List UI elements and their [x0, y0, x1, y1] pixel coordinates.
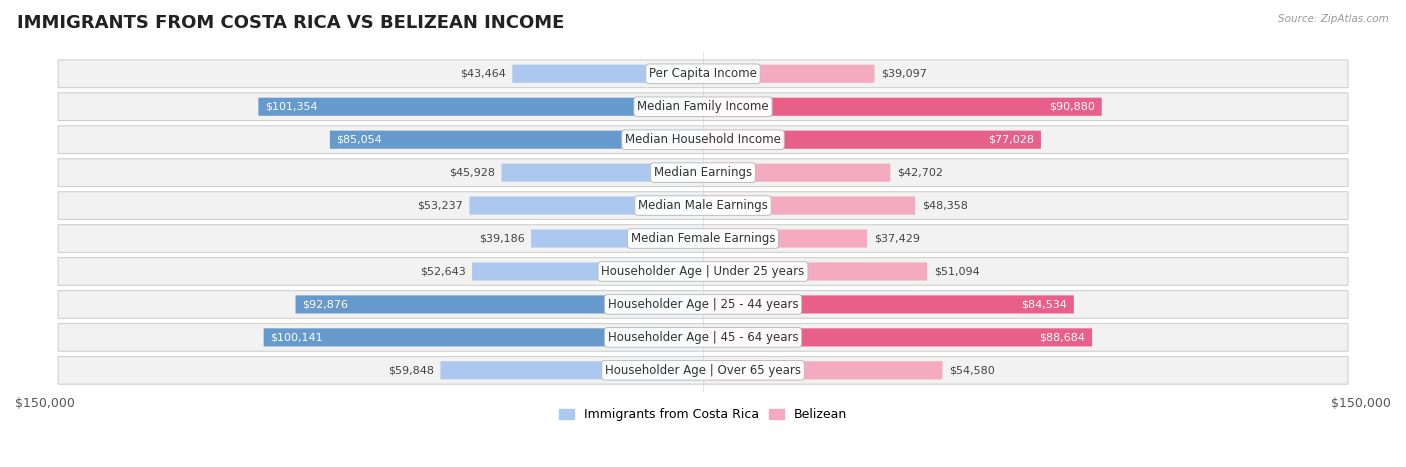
FancyBboxPatch shape [58, 225, 1348, 252]
Text: $39,097: $39,097 [882, 69, 927, 79]
FancyBboxPatch shape [512, 65, 703, 83]
Text: Median Household Income: Median Household Income [626, 133, 780, 146]
FancyBboxPatch shape [703, 163, 890, 182]
FancyBboxPatch shape [472, 262, 703, 281]
FancyBboxPatch shape [703, 295, 1074, 313]
Text: $51,094: $51,094 [934, 267, 980, 276]
FancyBboxPatch shape [703, 65, 875, 83]
Text: Median Family Income: Median Family Income [637, 100, 769, 113]
Legend: Immigrants from Costa Rica, Belizean: Immigrants from Costa Rica, Belizean [554, 403, 852, 426]
Text: $39,186: $39,186 [479, 234, 524, 243]
FancyBboxPatch shape [295, 295, 703, 313]
FancyBboxPatch shape [58, 60, 1348, 88]
Text: $37,429: $37,429 [873, 234, 920, 243]
Text: $101,354: $101,354 [264, 102, 318, 112]
Text: IMMIGRANTS FROM COSTA RICA VS BELIZEAN INCOME: IMMIGRANTS FROM COSTA RICA VS BELIZEAN I… [17, 14, 564, 32]
FancyBboxPatch shape [440, 361, 703, 379]
FancyBboxPatch shape [58, 159, 1348, 186]
Text: $42,702: $42,702 [897, 168, 943, 177]
Text: $52,643: $52,643 [420, 267, 465, 276]
Text: $85,054: $85,054 [336, 134, 382, 145]
FancyBboxPatch shape [703, 328, 1092, 347]
FancyBboxPatch shape [703, 361, 942, 379]
FancyBboxPatch shape [703, 98, 1102, 116]
Text: Median Earnings: Median Earnings [654, 166, 752, 179]
FancyBboxPatch shape [470, 197, 703, 215]
FancyBboxPatch shape [264, 328, 703, 347]
FancyBboxPatch shape [58, 93, 1348, 120]
Text: $54,580: $54,580 [949, 365, 995, 375]
Text: Per Capita Income: Per Capita Income [650, 67, 756, 80]
Text: $88,684: $88,684 [1039, 333, 1085, 342]
Text: Householder Age | Over 65 years: Householder Age | Over 65 years [605, 364, 801, 377]
Text: $92,876: $92,876 [302, 299, 349, 310]
FancyBboxPatch shape [58, 126, 1348, 154]
Text: $100,141: $100,141 [270, 333, 323, 342]
Text: $90,880: $90,880 [1049, 102, 1095, 112]
FancyBboxPatch shape [502, 163, 703, 182]
Text: Householder Age | 25 - 44 years: Householder Age | 25 - 44 years [607, 298, 799, 311]
Text: $59,848: $59,848 [388, 365, 434, 375]
FancyBboxPatch shape [330, 131, 703, 149]
Text: Median Male Earnings: Median Male Earnings [638, 199, 768, 212]
Text: $48,358: $48,358 [922, 201, 967, 211]
FancyBboxPatch shape [531, 229, 703, 248]
Text: $77,028: $77,028 [988, 134, 1035, 145]
Text: $53,237: $53,237 [418, 201, 463, 211]
Text: Median Female Earnings: Median Female Earnings [631, 232, 775, 245]
Text: $45,928: $45,928 [449, 168, 495, 177]
Text: $84,534: $84,534 [1021, 299, 1067, 310]
FancyBboxPatch shape [703, 262, 927, 281]
FancyBboxPatch shape [703, 197, 915, 215]
FancyBboxPatch shape [58, 324, 1348, 351]
FancyBboxPatch shape [703, 229, 868, 248]
FancyBboxPatch shape [58, 192, 1348, 219]
FancyBboxPatch shape [58, 356, 1348, 384]
Text: Householder Age | Under 25 years: Householder Age | Under 25 years [602, 265, 804, 278]
Text: $43,464: $43,464 [460, 69, 506, 79]
Text: Householder Age | 45 - 64 years: Householder Age | 45 - 64 years [607, 331, 799, 344]
FancyBboxPatch shape [703, 131, 1040, 149]
FancyBboxPatch shape [58, 290, 1348, 318]
FancyBboxPatch shape [58, 258, 1348, 285]
FancyBboxPatch shape [259, 98, 703, 116]
Text: Source: ZipAtlas.com: Source: ZipAtlas.com [1278, 14, 1389, 24]
